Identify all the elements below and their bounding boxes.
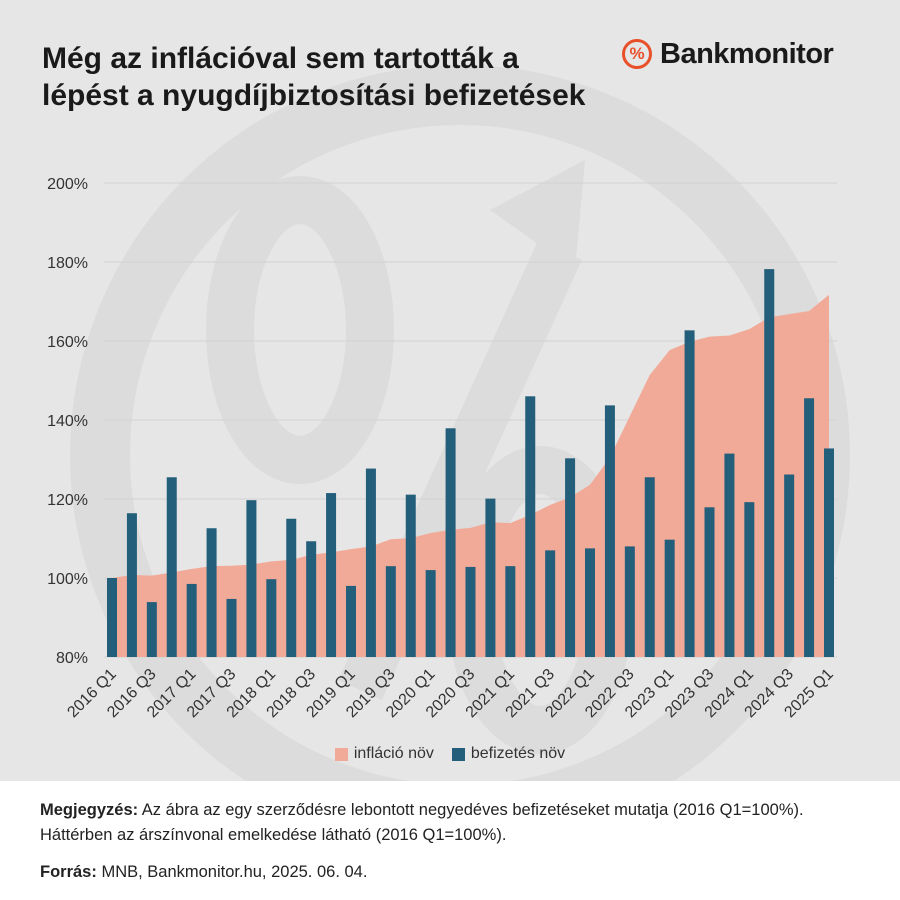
payment-bar-2017-Q1 [186,583,197,657]
y-tick-label-0: 80% [56,650,88,667]
y-tick-label-5: 180% [47,255,88,272]
y-tick-label-2: 120% [47,492,88,509]
y-tick-label-4: 160% [47,334,88,351]
bankmonitor-logo: % Bankmonitor [622,36,834,72]
payment-bar-2024-Q4 [804,398,815,657]
payment-bar-2019-Q3 [385,566,396,657]
payment-bar-2023-Q4 [724,453,735,657]
payment-bar-2023-Q1 [664,539,675,657]
payment-bar-2022-Q3 [624,546,635,657]
payment-bar-2021-Q1 [505,566,516,657]
chart-title: Még az inflációval sem tartották a lépés… [42,42,586,112]
payment-bar-2016-Q2 [126,513,137,657]
payment-bar-2016-Q4 [166,477,177,657]
payment-bar-2019-Q2 [365,468,376,657]
legend: infláció növ befizetés növ [0,745,900,763]
chart-card: Még az inflációval sem tartották a lépés… [0,0,900,781]
payment-bar-2024-Q3 [784,474,795,657]
source-paragraph: Forrás: MNB, Bankmonitor.hu, 2025. 06. 0… [40,860,860,885]
payment-bar-2022-Q1 [585,548,595,658]
legend-label-inflation: infláció növ [353,745,434,762]
payment-bar-2017-Q3 [226,598,237,657]
y-tick-label-1: 100% [47,571,88,588]
payment-bar-2016-Q1 [107,578,117,657]
payment-bar-2016-Q3 [146,602,157,657]
y-axis-ticks: 80% 100% 120% 140% 160% 180% 200% [47,176,88,667]
payment-bar-2020-Q3 [465,566,476,657]
payment-bar-2018-Q4 [326,493,337,657]
payment-bar-2025-Q1 [824,448,834,657]
payment-bar-2022-Q4 [644,477,655,657]
legend-item-payments: befizetés növ [451,745,566,763]
payment-bar-2018-Q1 [266,579,277,657]
payment-bar-2021-Q4 [565,458,576,657]
source-label: Forrás: [40,863,97,881]
payment-bar-2017-Q2 [206,528,217,657]
payment-bar-2020-Q1 [425,570,436,657]
legend-item-inflation: infláció növ [334,745,434,763]
note-text: Az ábra az egy szerződésre lebontott neg… [40,801,804,844]
y-tick-label-3: 140% [47,413,88,430]
note-paragraph: Megjegyzés: Az ábra az egy szerződésre l… [40,798,860,848]
payment-bar-2020-Q2 [445,428,456,657]
source-text: MNB, Bankmonitor.hu, 2025. 06. 04. [96,863,368,881]
payment-bar-2024-Q2 [764,269,775,657]
legend-swatch-payments [451,747,465,761]
payment-bar-2019-Q1 [346,585,356,657]
payment-bar-2021-Q3 [545,550,556,657]
payments-bar-layer [107,269,834,658]
payment-bar-2024-Q1 [744,502,755,657]
payment-bar-2017-Q4 [246,500,257,657]
payment-bar-2022-Q2 [604,405,615,657]
note-label: Megjegyzés: [40,801,139,819]
payment-bar-2023-Q2 [684,330,695,657]
payment-bar-2019-Q4 [405,494,416,657]
notes-section: Megjegyzés: Az ábra az egy szerződésre l… [40,798,860,885]
payment-bar-2020-Q4 [485,498,496,657]
legend-label-payments: befizetés növ [470,745,566,762]
legend-swatch-inflation [334,747,348,761]
payment-bar-2018-Q3 [306,541,317,657]
payment-bar-2021-Q2 [525,396,536,657]
y-tick-label-6: 200% [47,176,88,193]
chart-svg: 80% 100% 120% 140% 160% 180% 200% 2016 Q12016 … [47,176,837,721]
percent-logo-icon: % [622,39,652,69]
payment-bar-2023-Q3 [704,507,715,657]
payment-bar-2018-Q2 [286,518,297,657]
logo-text: Bankmonitor [660,37,834,70]
